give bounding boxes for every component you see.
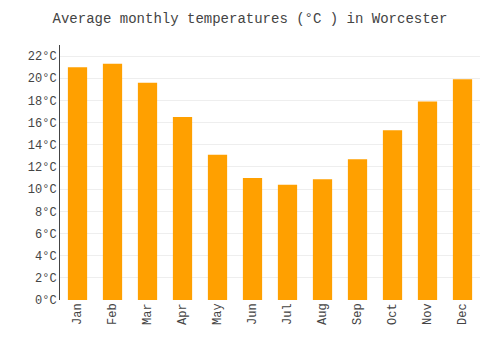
svg-text:May: May	[211, 303, 225, 325]
svg-text:Jul: Jul	[281, 303, 295, 325]
svg-text:2°C: 2°C	[35, 272, 57, 286]
svg-text:Apr: Apr	[176, 303, 190, 325]
svg-text:Jan: Jan	[71, 303, 85, 325]
svg-text:Nov: Nov	[421, 303, 435, 325]
svg-text:Average monthly temperatures (: Average monthly temperatures (°C ) in Wo…	[53, 11, 448, 27]
svg-text:22°C: 22°C	[28, 50, 57, 64]
svg-text:20°C: 20°C	[28, 72, 57, 86]
svg-text:10°C: 10°C	[28, 183, 57, 197]
svg-text:4°C: 4°C	[35, 250, 57, 264]
svg-text:Dec: Dec	[456, 303, 470, 325]
svg-text:0°C: 0°C	[35, 294, 57, 308]
svg-text:12°C: 12°C	[28, 161, 57, 175]
svg-text:Feb: Feb	[106, 303, 120, 325]
svg-text:Sep: Sep	[351, 303, 365, 325]
svg-text:6°C: 6°C	[35, 228, 57, 242]
svg-text:Aug: Aug	[316, 303, 330, 325]
svg-text:8°C: 8°C	[35, 206, 57, 220]
svg-text:18°C: 18°C	[28, 95, 57, 109]
svg-text:Jun: Jun	[246, 303, 260, 325]
svg-text:14°C: 14°C	[28, 139, 57, 153]
svg-text:16°C: 16°C	[28, 117, 57, 131]
svg-text:Oct: Oct	[386, 303, 400, 325]
svg-text:Mar: Mar	[141, 303, 155, 325]
